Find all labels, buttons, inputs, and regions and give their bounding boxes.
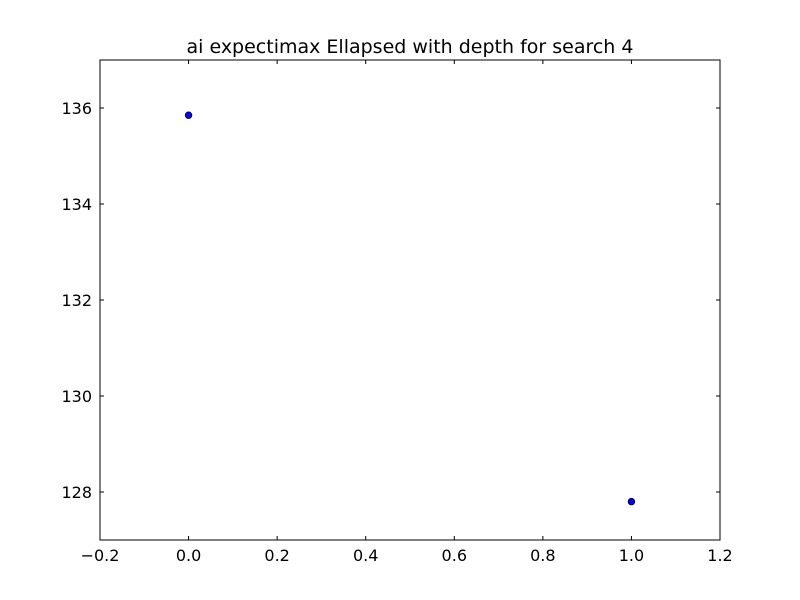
y-tick-label: 132	[61, 291, 92, 310]
x-tick-label: −0.2	[81, 546, 120, 565]
x-tick-label: 0.4	[353, 546, 378, 565]
x-tick-label: 1.2	[707, 546, 732, 565]
y-axis: 128 130 132 134 136	[61, 99, 720, 502]
data-points	[184, 111, 636, 506]
y-tick-label: 128	[61, 483, 92, 502]
x-axis: −0.2 0.0 0.2 0.4 0.6 0.8 1.0 1.2	[81, 60, 733, 565]
data-point	[627, 497, 636, 506]
y-tick-label: 134	[61, 195, 92, 214]
y-tick-label: 130	[61, 387, 92, 406]
x-tick-label: 0.8	[530, 546, 555, 565]
x-tick-label: 1.0	[619, 546, 644, 565]
y-tick-label: 136	[61, 99, 92, 118]
plot-area	[99, 59, 721, 541]
x-tick-label: 0.0	[176, 546, 201, 565]
x-tick-label: 0.6	[442, 546, 467, 565]
data-point	[184, 111, 193, 119]
chart-title: ai expectimax Ellapsed with depth for se…	[187, 36, 634, 58]
x-tick-label: 0.2	[264, 546, 289, 565]
